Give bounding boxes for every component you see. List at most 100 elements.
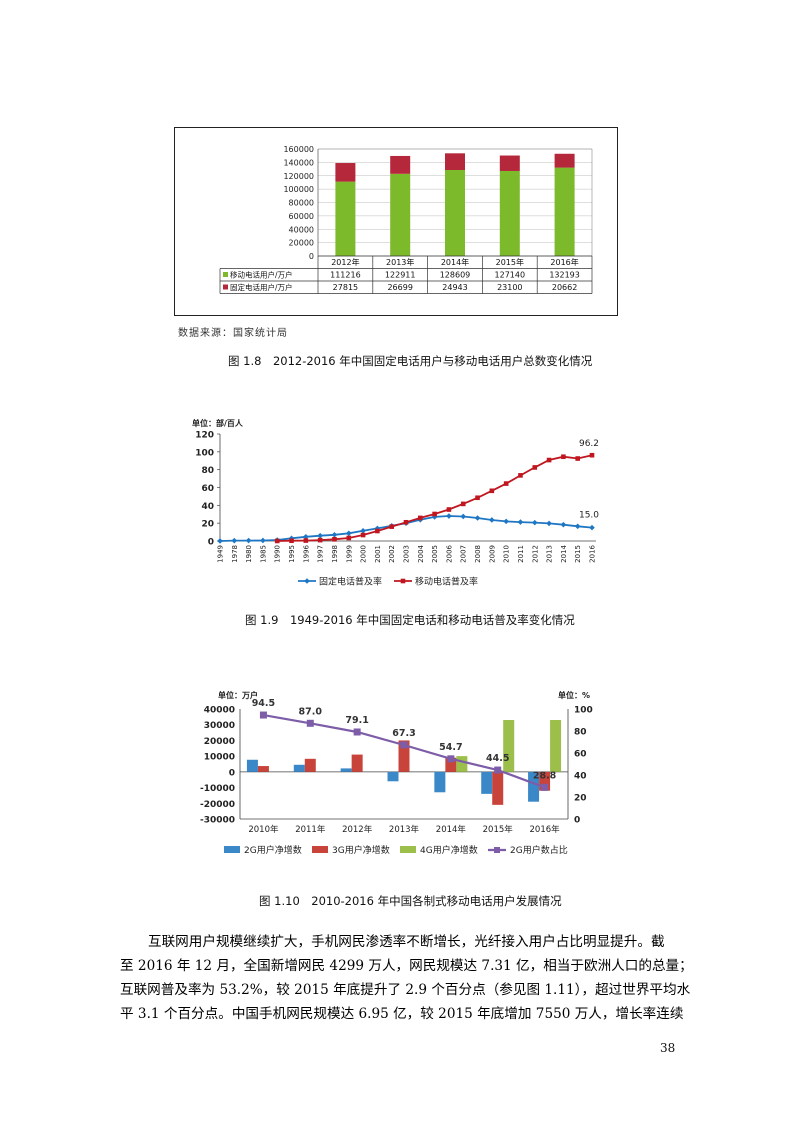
data-label: 67.3 [392, 728, 415, 739]
y-left-tick-label: 30000 [204, 721, 235, 731]
x-tick-label: 2016 [589, 544, 597, 562]
x-tick-label: 1998 [331, 545, 339, 563]
table-cell: 23100 [497, 283, 522, 292]
x-tick-label: 2011 [517, 545, 525, 563]
bar-3g [304, 758, 316, 772]
bar-3g [257, 766, 269, 772]
data-label: 96.2 [579, 439, 599, 449]
x-tick-label: 1995 [288, 545, 296, 563]
bar-2g [340, 768, 352, 772]
x-tick-label: 1990 [274, 545, 282, 563]
data-point [546, 520, 552, 527]
y-tick-label: 0 [208, 538, 214, 548]
table-cell: 111216 [330, 271, 361, 280]
bar-mobile-users [390, 173, 411, 256]
unit-right-label: 单位：% [558, 690, 590, 700]
data-point [331, 531, 338, 538]
y-tick-label: 80 [201, 466, 214, 476]
data-point [589, 452, 595, 458]
data-point [494, 766, 502, 774]
table-cell: 27815 [333, 283, 358, 292]
y-tick-label: 120 [195, 431, 214, 441]
body-line: 互联网普及率为 53.2%，较 2015 年底提升了 2.9 个百分点（参见图 … [120, 982, 691, 998]
legend-marker [400, 578, 406, 584]
bar-2g [387, 771, 399, 782]
bar-4g [503, 720, 515, 772]
figure-1-chart: 0 20000 40000 60000 80000 100000 120000 140000 1… [174, 127, 618, 316]
figure-3-chart: 单位：万户 单位：% -30000 -20000 -10000 0 10000 20000… [200, 690, 593, 856]
data-point [332, 537, 337, 542]
y-tick-label: 120000 [283, 172, 314, 181]
bar-mobile-users [335, 181, 356, 256]
data-point [346, 535, 352, 541]
data-label: 87.0 [299, 706, 323, 717]
bar-2g [293, 764, 305, 772]
legend-swatch [224, 846, 240, 853]
data-label: 44.5 [486, 753, 509, 764]
y-right-tick-label: 0 [574, 816, 580, 826]
bar-fixed-users [445, 153, 465, 170]
unit-label: 单位：部/百人 [192, 418, 244, 428]
data-point [489, 488, 495, 494]
legend-swatch [223, 272, 228, 277]
body-paragraph: 互联网用户规模继续扩大，手机网民渗透率不断增长，光纤接入用户占比明显提升。截 至… [120, 930, 693, 1026]
table-cell: 132193 [549, 271, 580, 280]
x-tick-label: 1980 [245, 545, 253, 563]
bar-4g [550, 720, 562, 772]
x-tick-label: 2008 [474, 545, 482, 563]
x-tick-label: 2014年 [441, 257, 469, 267]
series-line [219, 515, 593, 542]
x-tick-label: 2005 [431, 545, 439, 563]
bar-mobile-users [554, 167, 575, 256]
figure-1-caption: 图 1.8 2012-2016 年中国固定电话用户与移动电话用户总数变化情况 [228, 354, 593, 368]
table-cell: 127140 [495, 271, 526, 280]
x-tick-label: 1985 [259, 545, 267, 563]
body-line: 互联网用户规模继续扩大，手机网民渗透率不断增长，光纤接入用户占比明显提升。截 [148, 934, 665, 950]
x-tick-label: 2013年 [389, 824, 420, 835]
x-tick-label: 1978 [231, 545, 239, 563]
data-point [561, 454, 566, 460]
bar-3g [492, 771, 504, 805]
y-right-tick-label: 100 [574, 706, 593, 716]
x-tick-label: 2010 [503, 545, 511, 563]
legend-swatch [312, 846, 328, 853]
x-tick-label: 2000 [360, 545, 368, 563]
x-tick-label: 2009 [488, 545, 496, 563]
bar-mobile-users [499, 170, 520, 256]
bar-fixed-users [499, 155, 520, 171]
legend-marker [494, 847, 500, 853]
data-point [260, 537, 266, 544]
data-point [447, 755, 455, 763]
legend-label: 移动电话用户/万户 [230, 270, 293, 280]
data-point [303, 534, 309, 540]
data-point [503, 518, 509, 525]
body-line: 平 3.1 个百分点。中国手机网民规模达 6.95 亿，较 2015 年底增加 … [120, 1006, 684, 1022]
bar-fixed-users [390, 155, 411, 174]
bar-2g [246, 759, 258, 772]
legend-swatch [223, 284, 228, 290]
table-cell: 26699 [387, 283, 412, 292]
data-point [303, 538, 309, 543]
data-point [474, 515, 481, 521]
data-point [306, 719, 314, 727]
data-point [589, 524, 595, 531]
data-point [360, 532, 366, 538]
figure-3-caption: 图 1.10 2010-2016 年中国各制式移动电话用户发展情况 [259, 894, 562, 908]
x-tick-label: 2015年 [483, 824, 514, 835]
data-point [518, 473, 523, 478]
data-point [531, 519, 538, 526]
x-tick-label: 2001 [374, 545, 382, 563]
data-point [317, 537, 323, 543]
bar-2g [434, 771, 446, 793]
legend-swatch [400, 846, 416, 853]
y-tick-label: 0 [309, 252, 314, 261]
data-point [418, 515, 423, 521]
body-line: 至 2016 年 12 月，全国新增网民 4299 万人，网民规模达 7.31 … [120, 958, 693, 974]
data-point [400, 741, 408, 749]
data-point [503, 481, 509, 486]
bar-2g [481, 771, 493, 794]
x-tick-label: 2015年 [496, 257, 524, 267]
y-left-tick-label: 40000 [204, 706, 235, 716]
x-tick-label: 2015 [574, 545, 582, 563]
x-tick-label: 2013 [546, 545, 554, 563]
